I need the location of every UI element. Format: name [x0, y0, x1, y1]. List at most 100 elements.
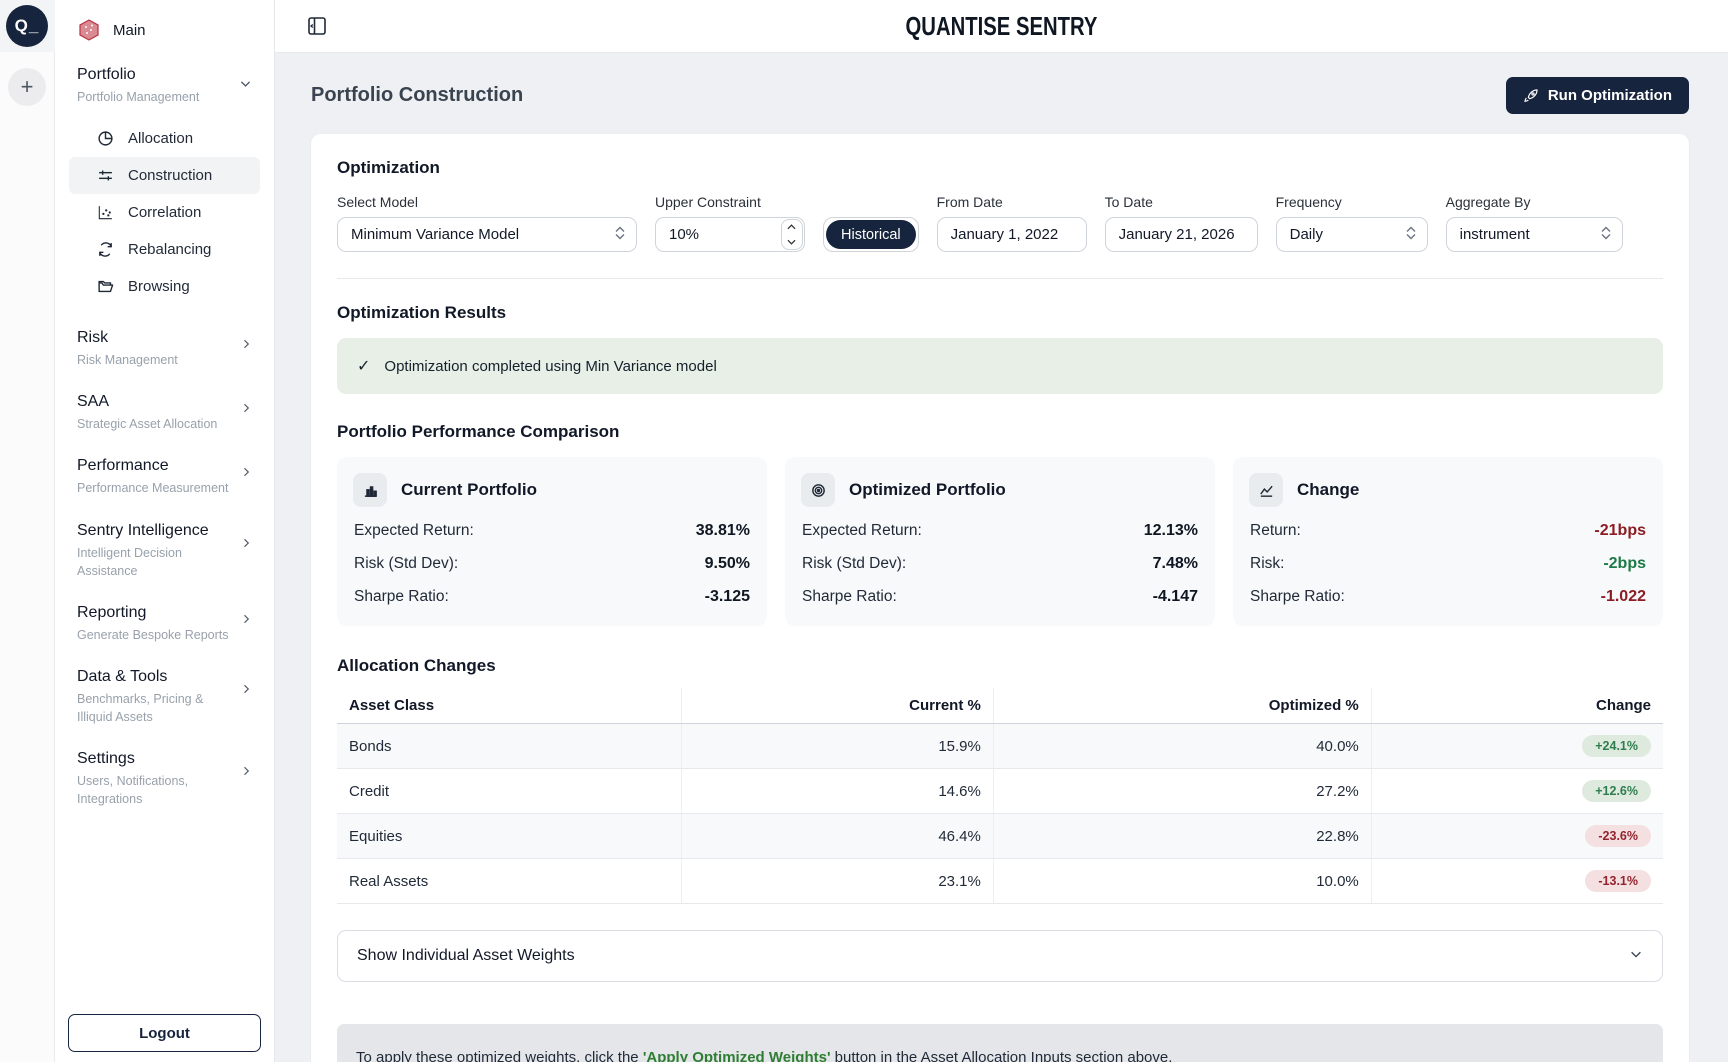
add-button[interactable]: + [8, 68, 46, 106]
aggregate-by-dropdown[interactable]: instrument [1445, 217, 1623, 252]
chevron-down-icon [1629, 947, 1643, 966]
sidebar-item-label: Correlation [128, 204, 202, 222]
sidebar-group-settings[interactable]: Settings Users, Notifications, Integrati… [69, 750, 260, 808]
current-portfolio-card: Current Portfolio Expected Return: 38.81%… [337, 457, 767, 626]
folder-icon [97, 278, 114, 295]
sidebar-item-allocation[interactable]: Allocation [69, 120, 260, 157]
upper-constraint-label: Upper Constraint [655, 194, 761, 210]
chevron-right-icon [240, 682, 252, 700]
optimized-cell: 10.0% [992, 858, 1372, 904]
sidebar-group-sentry-intelligence[interactable]: Sentry Intelligence Intelligent Decision… [69, 522, 260, 580]
select-model-dropdown[interactable]: Minimum Variance Model [337, 217, 637, 252]
sliders-icon [97, 167, 114, 184]
sidebar-item-rebalancing[interactable]: Rebalancing [69, 231, 260, 268]
group-title: Performance [77, 457, 169, 475]
change-badge: -23.6% [1585, 825, 1651, 847]
sidebar-group-saa[interactable]: SAA Strategic Asset Allocation [69, 393, 260, 433]
to-date-input[interactable] [1105, 226, 1257, 243]
asset-cell: Bonds [337, 723, 682, 769]
sidebar-item-correlation[interactable]: Correlation [69, 194, 260, 231]
column-header: Current % [681, 688, 994, 724]
portfolio-group-subtitle: Portfolio Management [77, 90, 200, 104]
metric-label: Risk (Std Dev): [802, 555, 907, 572]
constraint-stepper [780, 219, 803, 250]
pie-chart-icon [97, 130, 114, 147]
metric-value: -1.022 [1600, 588, 1646, 605]
sidebar-group-reporting[interactable]: Reporting Generate Bespoke Reports [69, 604, 260, 644]
stepper-down-icon[interactable] [782, 235, 802, 250]
spacer-label [823, 194, 919, 210]
portfolio-group-title: Portfolio [77, 66, 136, 83]
page-header: Portfolio Construction Run Optimization [311, 77, 1689, 114]
card-title: Current Portfolio [401, 480, 537, 499]
current-cell: 23.1% [681, 858, 994, 904]
sidebar-group-performance[interactable]: Performance Performance Measurement [69, 457, 260, 497]
group-subtitle: Users, Notifications, Integrations [77, 774, 189, 807]
metric-label: Expected Return: [802, 522, 922, 539]
metric-value: -4.147 [1152, 588, 1198, 605]
change-cell: +12.6% [1370, 768, 1663, 814]
metric-label: Expected Return: [354, 522, 474, 539]
change-card: Change Return: -21bps Risk: -2bps Sharpe R… [1233, 457, 1663, 626]
sidebar-item-browsing[interactable]: Browsing [69, 268, 260, 305]
metric-label: Risk (Std Dev): [354, 555, 459, 572]
metric-value: 12.13% [1143, 522, 1198, 539]
sidebar-item-label: Allocation [128, 130, 194, 148]
upper-constraint-field [655, 217, 805, 252]
frequency-dropdown[interactable]: Daily [1275, 217, 1428, 252]
metric-value: 38.81% [695, 522, 750, 539]
group-subtitle: Benchmarks, Pricing & Illiquid Assets [77, 691, 204, 724]
rocket-icon [1523, 88, 1539, 104]
sidebar-group-data-tools[interactable]: Data & Tools Benchmarks, Pricing & Illiq… [69, 668, 260, 726]
upper-constraint-input[interactable] [656, 226, 780, 243]
results-heading: Optimization Results [337, 303, 507, 322]
app-title: QUANTISE SENTRY [905, 10, 1098, 41]
metric-label: Sharpe Ratio: [354, 588, 449, 605]
group-subtitle: Intelligent Decision Assistance [77, 545, 182, 578]
table-row: Bonds 15.9% 40.0% +24.1% [337, 723, 1663, 769]
page-title: Portfolio Construction [311, 84, 524, 106]
frequency-value: Daily [1289, 226, 1323, 243]
card-title: Change [1297, 480, 1360, 499]
sidebar-item-label: Browsing [128, 278, 190, 296]
optimization-form: Select Model Minimum Variance Model Uppe… [337, 194, 1663, 279]
to-date-label: To Date [1104, 194, 1153, 210]
run-optimization-button[interactable]: Run Optimization [1505, 77, 1689, 114]
logout-button[interactable]: Logout [68, 1014, 261, 1052]
historical-toggle-button[interactable]: Historical [826, 220, 916, 249]
stepper-up-icon[interactable] [782, 220, 802, 235]
asset-weights-accordion[interactable]: Show Individual Asset Weights [337, 930, 1663, 982]
page-content: Portfolio Construction Run Optimization … [275, 53, 1728, 1062]
scatter-plot-icon [97, 204, 114, 221]
aggregate-by-label: Aggregate By [1445, 194, 1531, 210]
chevron-right-icon [240, 764, 252, 782]
from-date-input[interactable] [937, 226, 1086, 243]
sidebar-item-construction[interactable]: Construction [69, 157, 260, 195]
optimized-cell: 27.2% [992, 768, 1372, 814]
frequency-label: Frequency [1275, 194, 1342, 210]
asset-cell: Equities [337, 813, 682, 859]
asset-cell: Credit [337, 768, 682, 814]
app-logo[interactable]: Q_ [6, 5, 48, 47]
main-area: QUANTISE SENTRY Portfolio Construction R… [275, 0, 1728, 1062]
optimized-cell: 40.0% [992, 723, 1372, 769]
sidebar-group-risk[interactable]: Risk Risk Management [69, 329, 260, 369]
check-icon: ✓ [357, 358, 371, 375]
group-title: Data & Tools [77, 667, 168, 685]
portfolio-subitems: Allocation Construction Correlation Reba… [69, 120, 260, 305]
column-header: Optimized % [992, 688, 1372, 724]
group-title: Sentry Intelligence [77, 521, 209, 539]
sidebar-collapse-icon[interactable] [305, 14, 329, 38]
table-row: Equities 46.4% 22.8% -23.6% [337, 813, 1663, 859]
aggregate-by-value: instrument [1459, 226, 1530, 243]
sidebar-item-main[interactable]: Main [69, 14, 260, 44]
sidebar-group-portfolio[interactable]: Portfolio Portfolio Management [69, 66, 260, 106]
metric-label: Sharpe Ratio: [802, 588, 897, 605]
metric-label: Return: [1250, 522, 1301, 539]
column-header: Asset Class [337, 688, 682, 724]
group-subtitle: Generate Bespoke Reports [77, 627, 229, 642]
mode-segment: Historical [823, 217, 919, 252]
bar-chart-icon [353, 473, 387, 507]
select-model-label: Select Model [337, 194, 418, 210]
brand-hexagon-icon [77, 18, 101, 42]
